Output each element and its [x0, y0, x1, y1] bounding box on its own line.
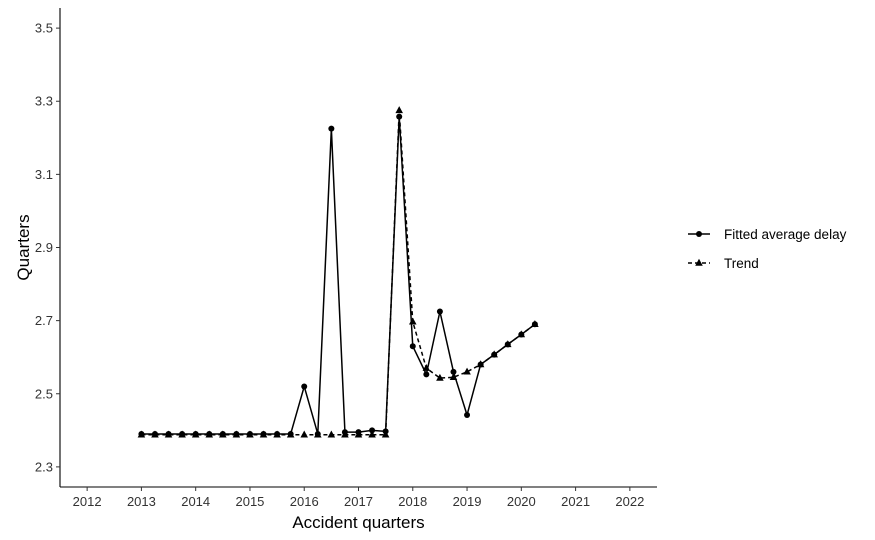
trend-point	[408, 317, 417, 325]
x-tick-label: 2014	[181, 494, 210, 509]
fitted-delay-point	[274, 430, 281, 437]
fitted-delay-point	[179, 430, 186, 437]
x-tick-label: 2020	[507, 494, 536, 509]
trend-point	[327, 430, 336, 438]
trend-point	[449, 373, 458, 381]
legend-label: Trend	[724, 256, 759, 271]
y-tick-label: 2.3	[35, 459, 53, 474]
legend-triangle-marker	[695, 258, 703, 266]
fitted-delay-point	[396, 113, 403, 120]
fitted-delay-point	[382, 428, 389, 435]
fitted-delay-point	[423, 371, 430, 378]
x-tick-label: 2021	[561, 494, 590, 509]
x-tick-label: 2019	[453, 494, 482, 509]
fitted-delay-point	[464, 411, 471, 418]
y-tick-label: 3.3	[35, 94, 53, 109]
trend-point	[395, 106, 403, 114]
fitted-delay-point	[355, 429, 362, 436]
y-tick-label: 2.9	[35, 240, 53, 255]
fitted-delay-point	[206, 430, 213, 437]
x-tick-label: 2016	[290, 494, 319, 509]
y-tick-label: 3.1	[35, 167, 53, 182]
fitted-delay-point	[138, 430, 145, 437]
fitted-delay-point	[531, 321, 538, 328]
x-tick-label: 2018	[398, 494, 427, 509]
plot-area	[137, 106, 539, 438]
trend-point	[368, 430, 376, 438]
fitted-delay-point	[246, 430, 253, 437]
trend-point	[436, 373, 444, 381]
legend-label: Fitted average delay	[724, 227, 847, 242]
fitted-delay-point	[219, 430, 226, 437]
legend-circle-marker	[696, 231, 702, 237]
fitted-delay-point	[450, 368, 457, 375]
y-tick-label: 2.5	[35, 386, 53, 401]
x-tick-label: 2013	[127, 494, 156, 509]
fitted-delay-point	[165, 430, 172, 437]
fitted-delay-point	[151, 430, 158, 437]
trend-point	[422, 363, 431, 371]
y-axis-title: Quarters	[14, 214, 33, 280]
fitted-delay-point	[287, 430, 294, 437]
x-tick-label: 2022	[615, 494, 644, 509]
fitted-delay-point	[436, 308, 443, 315]
fitted-delay-line	[141, 115, 536, 435]
fitted-delay-point	[233, 430, 240, 437]
fitted-delay-point	[192, 430, 199, 437]
fitted-delay-point	[369, 427, 376, 434]
fitted-delay-point	[341, 429, 348, 436]
fitted-delay-point	[301, 383, 308, 390]
fitted-delay-point	[518, 331, 525, 338]
x-axis: 2012 2013 2014 2015 2016 2017 2018 2019 2020 2021…	[60, 486, 657, 509]
x-tick-label: 2017	[344, 494, 373, 509]
fitted-delay-point	[314, 430, 321, 437]
trend-point	[463, 367, 471, 375]
y-tick-label: 3.5	[35, 21, 53, 36]
x-axis-title: Accident quarters	[292, 513, 424, 532]
fitted-delay-point	[491, 351, 498, 358]
fitted-delay-point	[477, 361, 484, 368]
x-tick-label: 2012	[73, 494, 102, 509]
legend: Fitted average delay Trend	[688, 227, 847, 271]
y-tick-label: 2.7	[35, 313, 53, 328]
trend-point	[300, 430, 309, 438]
fitted-delay-point	[328, 125, 335, 132]
y-axis: 2.3 2.5 2.7 2.9 3.1 3.3 3.5	[35, 8, 61, 487]
fitted-delay-point	[504, 341, 511, 348]
fitted-delay-point	[409, 343, 416, 350]
x-tick-label: 2015	[235, 494, 264, 509]
fitted-delay-point	[260, 430, 267, 437]
